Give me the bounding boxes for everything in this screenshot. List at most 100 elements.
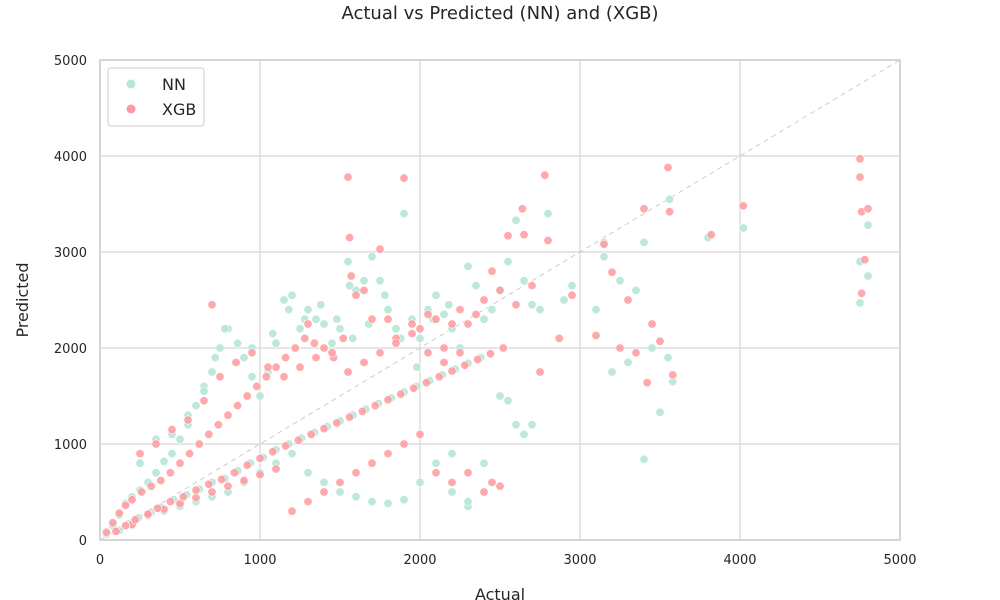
point-nn xyxy=(655,407,665,417)
point-xgb xyxy=(479,487,489,497)
point-xgb xyxy=(287,506,297,516)
point-xgb xyxy=(498,343,508,353)
point-nn xyxy=(215,343,225,353)
point-xgb xyxy=(303,497,313,507)
point-nn xyxy=(319,477,329,487)
point-xgb xyxy=(293,435,303,445)
point-nn xyxy=(345,281,355,291)
data-points xyxy=(101,154,873,539)
point-xgb xyxy=(101,527,111,537)
point-nn xyxy=(431,290,441,300)
point-xgb xyxy=(367,458,377,468)
point-nn xyxy=(268,329,278,339)
point-nn xyxy=(439,309,449,319)
point-nn xyxy=(623,357,633,367)
point-nn xyxy=(167,449,177,459)
point-nn xyxy=(519,276,529,286)
point-xgb xyxy=(391,338,401,348)
point-nn xyxy=(511,215,521,225)
point-xgb xyxy=(338,333,348,343)
point-xgb xyxy=(217,474,227,484)
point-nn xyxy=(599,252,609,262)
point-xgb xyxy=(431,314,441,324)
point-xgb xyxy=(495,481,505,491)
point-nn xyxy=(479,458,489,468)
point-nn xyxy=(255,391,265,401)
point-xgb xyxy=(431,468,441,478)
point-nn xyxy=(503,396,513,406)
point-xgb xyxy=(415,429,425,439)
point-xgb xyxy=(213,420,223,430)
point-nn xyxy=(303,305,313,315)
point-nn xyxy=(332,314,342,324)
x-tick-label: 3000 xyxy=(563,553,596,568)
x-tick-label: 1000 xyxy=(243,553,276,568)
point-xgb xyxy=(319,487,329,497)
point-xgb xyxy=(519,230,529,240)
point-xgb xyxy=(351,290,361,300)
x-axis-label: Actual xyxy=(475,585,525,600)
x-tick-label: 4000 xyxy=(723,553,756,568)
point-xgb xyxy=(121,521,131,531)
point-nn xyxy=(319,319,329,329)
point-nn xyxy=(471,281,481,291)
point-nn xyxy=(615,276,625,286)
point-xgb xyxy=(204,429,214,439)
point-xgb xyxy=(415,324,425,334)
point-nn xyxy=(738,223,748,233)
point-xgb xyxy=(191,485,201,495)
point-xgb xyxy=(156,475,166,485)
point-xgb xyxy=(863,204,873,214)
y-tick-label: 0 xyxy=(79,534,87,549)
point-xgb xyxy=(290,343,300,353)
point-nn xyxy=(233,338,243,348)
point-nn xyxy=(367,497,377,507)
point-xgb xyxy=(668,370,678,380)
point-nn xyxy=(863,271,873,281)
point-nn xyxy=(527,420,537,430)
point-nn xyxy=(287,449,297,459)
point-xgb xyxy=(855,172,865,182)
point-xgb xyxy=(383,314,393,324)
point-xgb xyxy=(345,412,355,422)
point-nn xyxy=(375,276,385,286)
point-nn xyxy=(316,300,326,310)
point-xgb xyxy=(242,391,252,401)
point-xgb xyxy=(303,319,313,329)
point-xgb xyxy=(327,348,337,358)
point-nn xyxy=(559,295,569,305)
plot-frame xyxy=(99,59,901,541)
point-nn xyxy=(279,295,289,305)
point-nn xyxy=(335,487,345,497)
point-xgb xyxy=(706,230,716,240)
point-xgb xyxy=(300,333,310,343)
point-xgb xyxy=(421,378,431,388)
x-tick-label: 0 xyxy=(96,553,104,568)
legend-xgb-marker xyxy=(126,104,136,114)
point-xgb xyxy=(447,319,457,329)
point-xgb xyxy=(309,338,319,348)
point-xgb xyxy=(343,172,353,182)
point-nn xyxy=(519,429,529,439)
point-xgb xyxy=(271,362,281,372)
point-nn xyxy=(327,338,337,348)
chart-title: Actual vs Predicted (NN) and (XGB) xyxy=(341,3,658,24)
point-nn xyxy=(487,305,497,315)
point-xgb xyxy=(191,493,201,503)
point-xgb xyxy=(857,288,867,298)
point-xgb xyxy=(281,441,291,451)
point-nn xyxy=(303,468,313,478)
point-nn xyxy=(348,333,358,343)
point-nn xyxy=(295,324,305,334)
point-xgb xyxy=(399,173,409,183)
point-xgb xyxy=(137,487,147,497)
point-xgb xyxy=(167,425,177,435)
point-nn xyxy=(591,305,601,315)
point-nn xyxy=(383,305,393,315)
point-xgb xyxy=(223,410,233,420)
point-xgb xyxy=(473,354,483,364)
point-nn xyxy=(311,314,321,324)
point-xgb xyxy=(345,233,355,243)
point-xgb xyxy=(295,362,305,372)
